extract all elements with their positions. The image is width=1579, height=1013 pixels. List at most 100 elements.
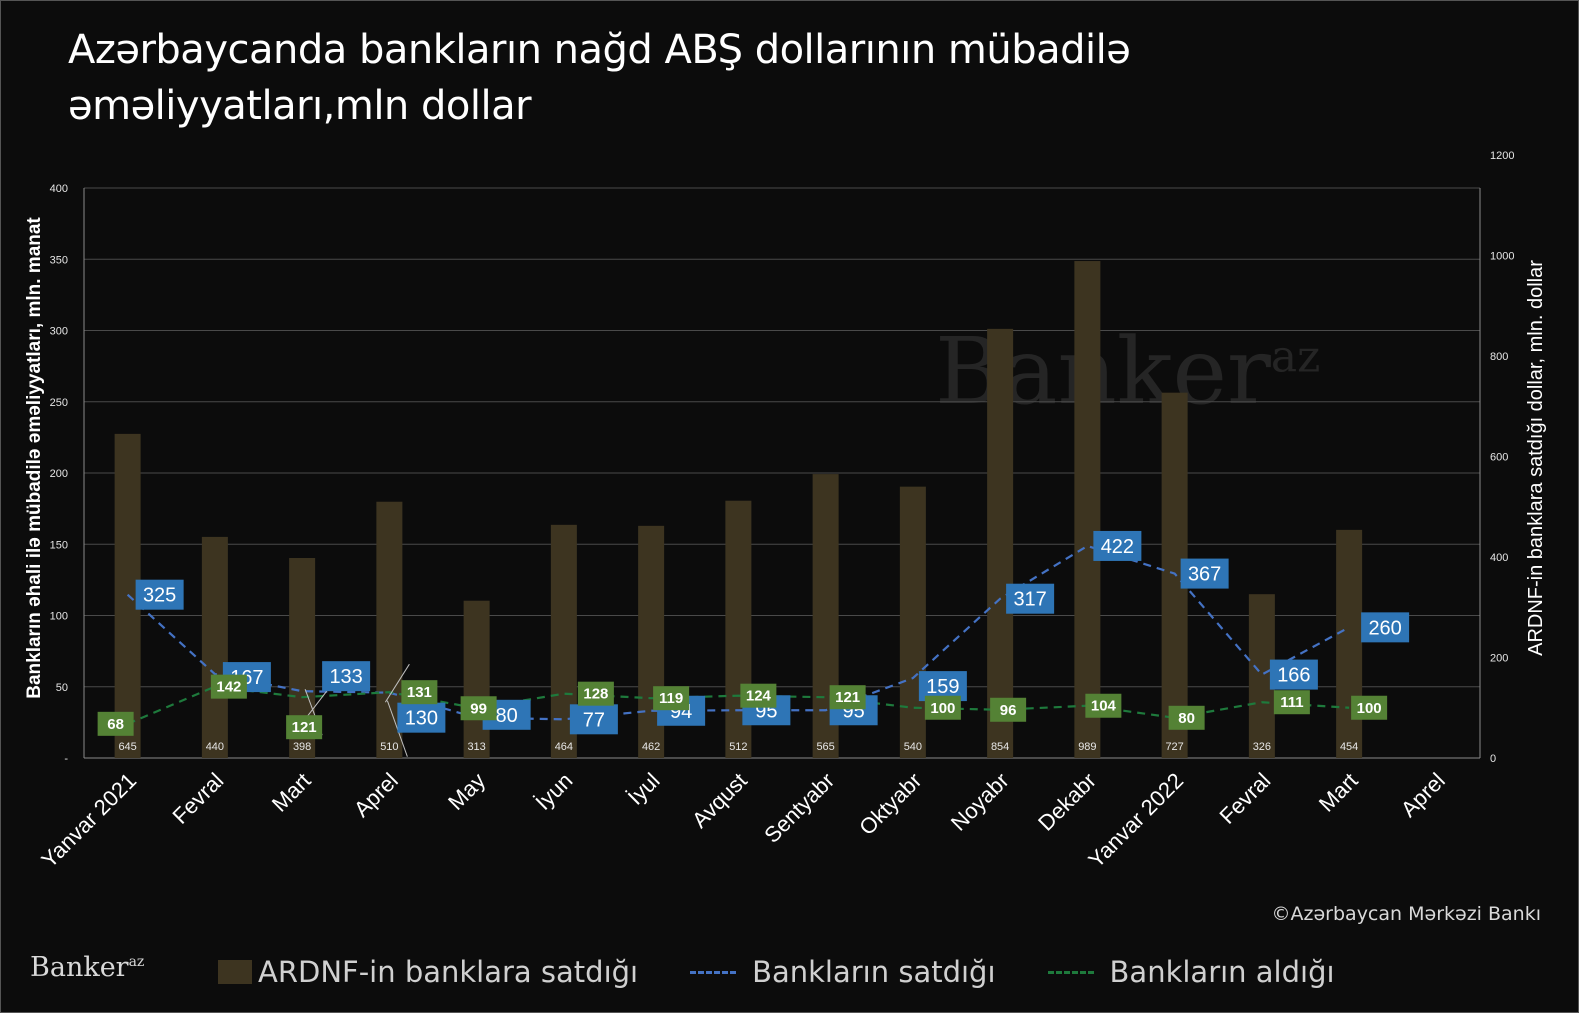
bought-data-label: 142	[216, 679, 241, 696]
watermark-sup: az	[1270, 331, 1321, 383]
bar	[987, 328, 1014, 758]
bought-data-label: 96	[1000, 702, 1017, 719]
bought-data-label: 99	[470, 700, 487, 717]
sold-data-label: 260	[1368, 617, 1401, 639]
bought-data-label-bg	[401, 680, 438, 705]
category-label: Mart	[267, 768, 316, 817]
sold-data-label-bg	[1093, 530, 1142, 561]
legend-label-sold: Bankların satdığı	[752, 955, 996, 989]
sold-data-label: 77	[583, 709, 605, 731]
category-label: Fevral	[168, 768, 229, 829]
data-labels: 3251671331308077949595159317422367166260…	[97, 530, 1410, 740]
right-tick-label: 200	[1490, 653, 1508, 665]
sold-data-label: 367	[1188, 564, 1221, 586]
bought-data-label: 124	[746, 688, 772, 705]
category-label: Yanvar 2021	[36, 768, 141, 873]
right-tick-label: 400	[1490, 552, 1508, 564]
bar-value-label: 326	[1253, 741, 1271, 753]
bought-data-label-bg	[990, 697, 1027, 722]
leader-line	[384, 663, 410, 703]
bought-data-label-bg	[577, 681, 614, 706]
brand-sup: az	[128, 954, 145, 970]
bar-value-label: 464	[555, 741, 573, 753]
bar-value-label: 462	[642, 741, 660, 753]
sold-data-label-bg	[322, 661, 371, 692]
bar-value-label: 645	[118, 741, 136, 753]
sold-data-label: 159	[926, 676, 959, 698]
bar-value-label: 565	[816, 741, 834, 753]
sold-data-label-bg	[397, 702, 446, 733]
left-tick-label: 50	[56, 682, 68, 694]
bar	[899, 486, 926, 758]
bought-data-label-bg	[740, 683, 777, 708]
right-tick-label: 600	[1490, 452, 1508, 464]
bar-value-label: 313	[467, 741, 485, 753]
bar	[1336, 529, 1363, 758]
right-tick-label: 1000	[1490, 251, 1514, 263]
left-axis-title: Bankların əhali ilə mübadilə əməliyyatla…	[24, 217, 45, 699]
sold-data-label: 80	[496, 705, 518, 727]
category-label: İyul	[623, 768, 665, 810]
line-sold	[126, 544, 1350, 721]
bought-data-label: 100	[930, 700, 955, 717]
legend-item-sold: Bankların satdığı	[690, 955, 996, 989]
left-tick-label: 400	[50, 183, 68, 195]
bought-data-label-bg	[1351, 695, 1388, 720]
bought-data-label: 131	[407, 684, 432, 701]
bought-data-label-bg	[829, 685, 866, 710]
category-label: Oktyabr	[854, 768, 926, 840]
bought-data-label: 104	[1091, 698, 1117, 715]
category-label: Aprel	[1396, 768, 1450, 822]
bar-value-label: 540	[904, 741, 922, 753]
bought-data-label-bg	[1273, 690, 1310, 715]
bought-data-label-bg	[1168, 705, 1205, 730]
bar-value-label: 512	[729, 741, 747, 753]
line-bought	[127, 685, 1350, 725]
left-tick-label: 250	[50, 397, 68, 409]
sold-data-label-bg	[569, 704, 618, 735]
bought-data-label: 80	[1178, 710, 1195, 727]
right-axis-ticks: 0 200 400 600 800 1000 1200	[1490, 150, 1514, 765]
sold-data-label-bg	[1006, 583, 1055, 614]
bought-data-label: 121	[835, 689, 860, 706]
category-label: İyun	[530, 768, 577, 815]
bought-data-label-bg	[460, 696, 497, 721]
legend-swatch-bars	[218, 960, 252, 984]
sold-data-label: 422	[1101, 536, 1134, 558]
category-label: Avqust	[687, 768, 752, 833]
left-tick-label: -	[64, 753, 68, 765]
bar	[1074, 261, 1101, 758]
bought-data-label-bg	[1085, 693, 1122, 718]
left-tick-label: 200	[50, 468, 68, 480]
bought-data-label-bg	[286, 715, 323, 740]
bought-data-label: 119	[659, 690, 683, 707]
legend-item-bought: Bankların aldığı	[1047, 955, 1335, 989]
category-label: May	[443, 768, 490, 815]
sold-data-label: 166	[1277, 665, 1310, 687]
sold-data-label-bg	[1361, 612, 1410, 643]
bar-value-label: 510	[380, 741, 398, 753]
brand-logo: Bankeraz	[30, 952, 144, 983]
category-label: Fevral	[1215, 768, 1276, 829]
sold-data-label: 325	[143, 585, 176, 607]
bar-series: 645 440 398 510 313 464 462 512 565 540 854 989 727 3…	[114, 261, 1363, 758]
bought-data-label-bg	[924, 695, 961, 720]
bar-value-label: 454	[1340, 741, 1358, 753]
brand-text: Banker	[30, 952, 129, 983]
left-tick-label: 150	[50, 539, 68, 551]
category-label: Dekabr	[1033, 768, 1101, 836]
gridlines	[83, 187, 1481, 759]
right-axis-title: ARDNF-in banklara satdığı dollar, mln. d…	[1525, 260, 1547, 656]
source-credit: ©Azərbaycan Mərkəzi Bankı	[1271, 903, 1541, 925]
left-tick-label: 350	[50, 254, 68, 266]
bar	[201, 536, 228, 758]
right-tick-label: 1200	[1490, 150, 1514, 162]
legend-label-bought: Bankların aldığı	[1109, 955, 1335, 989]
bought-data-label: 111	[1280, 694, 1303, 711]
sold-data-label: 130	[405, 708, 438, 730]
legend-swatch-sold	[690, 970, 737, 974]
sold-data-label: 317	[1013, 589, 1046, 611]
left-tick-label: 100	[50, 611, 68, 623]
bought-data-label-bg	[97, 711, 134, 736]
sold-data-label: 133	[329, 666, 362, 688]
